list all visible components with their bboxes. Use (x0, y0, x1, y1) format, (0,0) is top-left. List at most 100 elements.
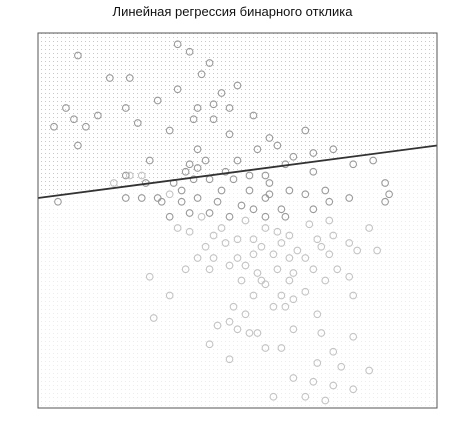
data-point-class-0 (209, 254, 218, 262)
data-point-class-0 (277, 344, 286, 352)
data-point-class-0 (273, 227, 282, 236)
data-point-class-0 (209, 231, 218, 240)
data-point-class-1 (277, 205, 286, 214)
data-point-class-1 (325, 197, 334, 206)
data-point-class-0 (149, 314, 158, 322)
data-point-class-1 (50, 122, 58, 131)
data-point-class-1 (309, 149, 318, 157)
data-point-class-0 (205, 265, 214, 274)
data-point-class-1 (209, 115, 218, 124)
data-point-class-0 (317, 329, 326, 337)
data-point-class-0 (225, 355, 234, 364)
data-point-class-0 (233, 254, 242, 262)
data-point-class-0 (269, 250, 278, 259)
data-point-class-0 (273, 265, 282, 274)
data-point-class-1 (197, 70, 206, 79)
data-point-class-1 (221, 167, 230, 176)
data-point-class-1 (125, 74, 134, 82)
data-point-class-1 (205, 209, 214, 217)
data-point-class-1 (321, 186, 330, 195)
data-point-class-0 (213, 321, 222, 330)
data-point-class-1 (289, 152, 298, 161)
data-point-class-0 (305, 220, 314, 229)
data-point-class-0 (349, 332, 358, 341)
data-point-class-0 (365, 366, 374, 375)
data-point-class-0 (201, 242, 210, 251)
data-point-class-1 (253, 145, 262, 154)
data-point-class-1 (285, 186, 294, 195)
data-point-class-1 (189, 115, 198, 124)
data-point-class-0 (197, 212, 206, 221)
data-point-class-1 (261, 171, 270, 180)
data-point-class-0 (109, 179, 118, 187)
data-point-class-0 (181, 265, 190, 274)
data-point-class-0 (285, 276, 294, 285)
data-point-class-1 (301, 190, 310, 199)
data-point-class-0 (229, 302, 238, 311)
data-point-class-0 (289, 269, 298, 277)
data-point-class-0 (249, 291, 258, 300)
region-class-1 (38, 33, 437, 198)
data-point-class-1 (209, 100, 218, 109)
data-point-class-1 (329, 145, 338, 154)
data-point-class-0 (349, 291, 358, 300)
data-point-class-0 (233, 235, 242, 244)
data-point-class-1 (261, 212, 270, 221)
data-point-class-0 (253, 329, 262, 337)
data-point-class-0 (289, 295, 298, 304)
data-point-class-0 (333, 265, 342, 274)
data-point-class-0 (257, 242, 266, 251)
data-point-class-0 (289, 325, 298, 334)
data-point-class-0 (261, 224, 270, 232)
data-point-class-1 (237, 201, 246, 210)
data-point-class-1 (217, 89, 226, 97)
data-point-class-0 (285, 254, 294, 262)
data-point-class-1 (225, 104, 234, 112)
data-point-class-0 (261, 344, 270, 352)
data-point-class-1 (185, 209, 194, 217)
data-point-class-0 (277, 239, 286, 247)
data-point-class-0 (237, 276, 246, 285)
data-point-class-1 (201, 156, 210, 165)
data-point-class-0 (321, 276, 330, 285)
data-point-class-1 (281, 212, 290, 221)
data-point-class-0 (329, 381, 338, 390)
data-point-class-1 (225, 212, 234, 221)
data-point-class-0 (185, 227, 194, 236)
data-point-class-1 (385, 190, 393, 199)
data-point-class-0 (137, 171, 146, 180)
data-point-class-0 (313, 310, 322, 319)
data-point-class-0 (313, 359, 322, 367)
regression-line (37, 144, 438, 199)
data-point-class-1 (173, 85, 182, 94)
data-point-class-1 (54, 197, 62, 206)
data-point-class-0 (301, 287, 310, 296)
data-point-class-0 (245, 329, 254, 337)
data-point-class-1 (181, 167, 190, 176)
data-point-class-1 (205, 59, 214, 67)
data-point-class-0 (253, 269, 262, 277)
data-point-class-0 (345, 272, 354, 281)
data-point-class-1 (381, 179, 389, 187)
data-point-class-0 (165, 291, 174, 300)
data-point-class-1 (233, 81, 242, 90)
data-point-class-1 (137, 194, 146, 202)
data-point-class-1 (381, 197, 389, 206)
data-point-class-1 (74, 141, 82, 150)
data-point-class-0 (145, 272, 154, 281)
data-point-class-0 (221, 239, 230, 247)
data-point-class-0 (293, 246, 302, 255)
data-point-class-0 (249, 250, 258, 259)
data-point-class-1 (369, 156, 378, 165)
data-point-class-1 (70, 115, 78, 124)
data-point-class-1 (213, 197, 222, 206)
data-point-class-1 (309, 205, 318, 214)
data-point-class-0 (269, 392, 278, 401)
data-point-class-1 (157, 197, 166, 206)
data-point-class-0 (349, 385, 358, 394)
data-point-class-0 (301, 392, 310, 401)
data-point-class-1 (193, 104, 202, 112)
data-point-class-1 (273, 141, 282, 150)
data-point-class-1 (301, 126, 310, 135)
data-point-class-1 (165, 212, 174, 221)
